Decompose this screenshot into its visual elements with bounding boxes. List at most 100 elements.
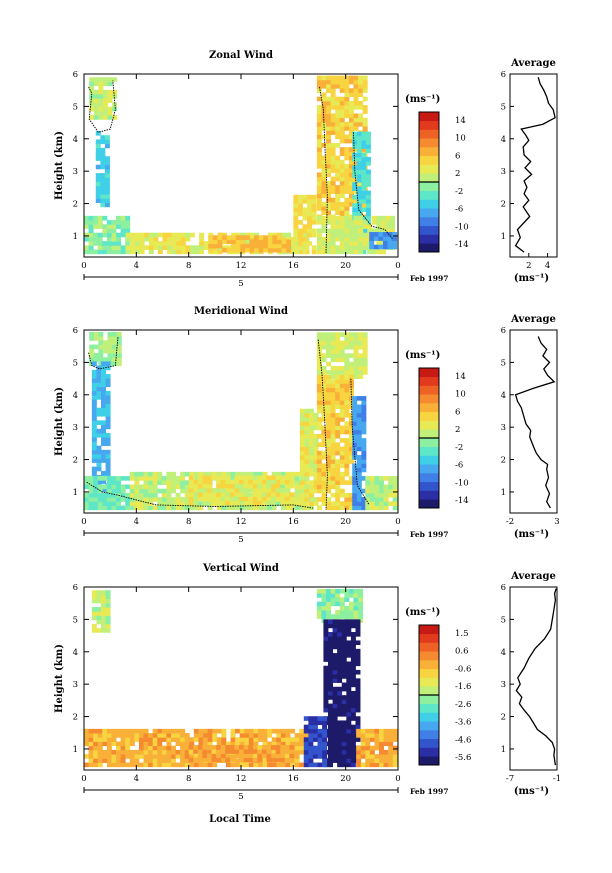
heatmap-cell (134, 733, 140, 738)
heatmap-cell (285, 505, 291, 511)
heatmap-cell (330, 336, 336, 342)
heatmap-cell (212, 235, 218, 240)
heatmap-cell (339, 396, 345, 401)
heatmap-cell (321, 336, 327, 342)
heatmap-cell (104, 177, 110, 182)
heatmap-cell (152, 758, 158, 763)
heatmap-cell (326, 446, 332, 452)
heatmap-cell (267, 762, 273, 768)
heatmap-cell (344, 168, 350, 173)
heatmap-cell (216, 471, 222, 477)
heatmap-cell (304, 433, 310, 439)
heatmap-cell (316, 408, 322, 414)
heatmap-cell (335, 497, 341, 502)
heatmap-cell (361, 396, 367, 401)
heatmap-cell (339, 605, 345, 611)
heatmap-cell (352, 501, 358, 506)
heatmap-cell (328, 762, 333, 768)
heatmap-cell (102, 115, 108, 120)
heatmap-cell (206, 745, 212, 750)
heatmap-cell (385, 215, 391, 221)
heatmap-cell (171, 501, 176, 506)
heatmap-cell (326, 245, 332, 250)
heatmap-cell (88, 220, 94, 225)
heatmap-cell (171, 488, 176, 494)
heatmap-cell (125, 484, 131, 490)
heatmap-cell (330, 105, 336, 110)
heatmap-cell (326, 84, 332, 89)
heatmap-cell (392, 733, 398, 738)
colorbar-tick-label: 0.6 (455, 647, 469, 657)
heatmap-cell (257, 479, 263, 485)
heatmap-cell (106, 232, 112, 238)
heatmap-cell (93, 501, 99, 506)
heatmap-cell (326, 201, 332, 207)
heatmap-cell (352, 438, 358, 443)
heatmap-cell (344, 176, 350, 182)
heatmap-cell (323, 623, 329, 629)
heatmap-cell (380, 249, 386, 255)
heatmap-cell (316, 450, 322, 456)
panel-title: Vertical Wind (202, 563, 279, 574)
heatmap-cell (88, 249, 94, 255)
y-tick-label: 3 (73, 167, 78, 177)
heatmap-cell (321, 425, 327, 431)
heatmap-cell (101, 424, 106, 430)
heatmap-cell (339, 400, 345, 405)
heatmap-cell (309, 417, 315, 422)
heatmap-cell (302, 224, 308, 229)
zero-contour (317, 339, 328, 510)
heatmap-cell (271, 496, 277, 502)
day-label: 5 (238, 279, 243, 289)
heatmap-cell (369, 728, 375, 734)
heatmap-cell (203, 733, 209, 738)
heatmap-cell (229, 492, 235, 497)
heatmap-cell (353, 601, 359, 607)
heatmap-cell (112, 348, 118, 354)
colorbar-tick-label: -1.6 (455, 682, 471, 692)
heatmap-cell (253, 762, 259, 768)
heatmap-cell (321, 463, 327, 469)
heatmap-cell (316, 610, 322, 615)
heatmap-cell (326, 241, 332, 246)
heatmap-cell (229, 745, 235, 750)
heatmap-cell (97, 220, 103, 225)
heatmap-cell (148, 745, 154, 751)
heatmap-cell (102, 110, 108, 116)
heatmap-cell (362, 201, 368, 207)
heatmap-cell (321, 92, 327, 98)
heatmap-cell (379, 501, 385, 506)
heatmap-cell (138, 733, 144, 738)
heatmap-cell (341, 674, 347, 679)
colorbar-swatch (419, 464, 439, 474)
heatmap-cell (361, 186, 367, 191)
heatmap-cell (376, 249, 382, 255)
heatmap-cell (271, 492, 277, 497)
heatmap-cell (330, 100, 336, 106)
heatmap-cell (96, 382, 102, 388)
heatmap-cell (361, 173, 367, 179)
heatmap-cell (316, 497, 322, 502)
heatmap-cell (89, 98, 95, 103)
heatmap-cell (335, 396, 341, 401)
heatmap-cell (376, 220, 382, 225)
heatmap-cell (348, 79, 354, 85)
heatmap-cell (280, 471, 286, 477)
heatmap-cell (335, 210, 341, 215)
heatmap-cell (184, 745, 190, 751)
heatmap-cell (271, 753, 277, 759)
y-tick-label: 3 (73, 423, 78, 433)
heatmap-cell (358, 353, 364, 358)
heatmap-cell (339, 193, 345, 199)
heatmap-cell (330, 164, 336, 169)
heatmap-cell (356, 728, 362, 734)
heatmap-cell (100, 156, 106, 161)
heatmap-cell (93, 733, 99, 738)
heatmap-cell (379, 476, 385, 481)
heatmap-cell (299, 733, 305, 738)
heatmap-cell (361, 169, 367, 175)
heatmap-cell (96, 611, 102, 616)
heatmap-cell (112, 357, 118, 362)
heatmap-cell (353, 245, 359, 250)
heatmap-cell (362, 370, 368, 375)
